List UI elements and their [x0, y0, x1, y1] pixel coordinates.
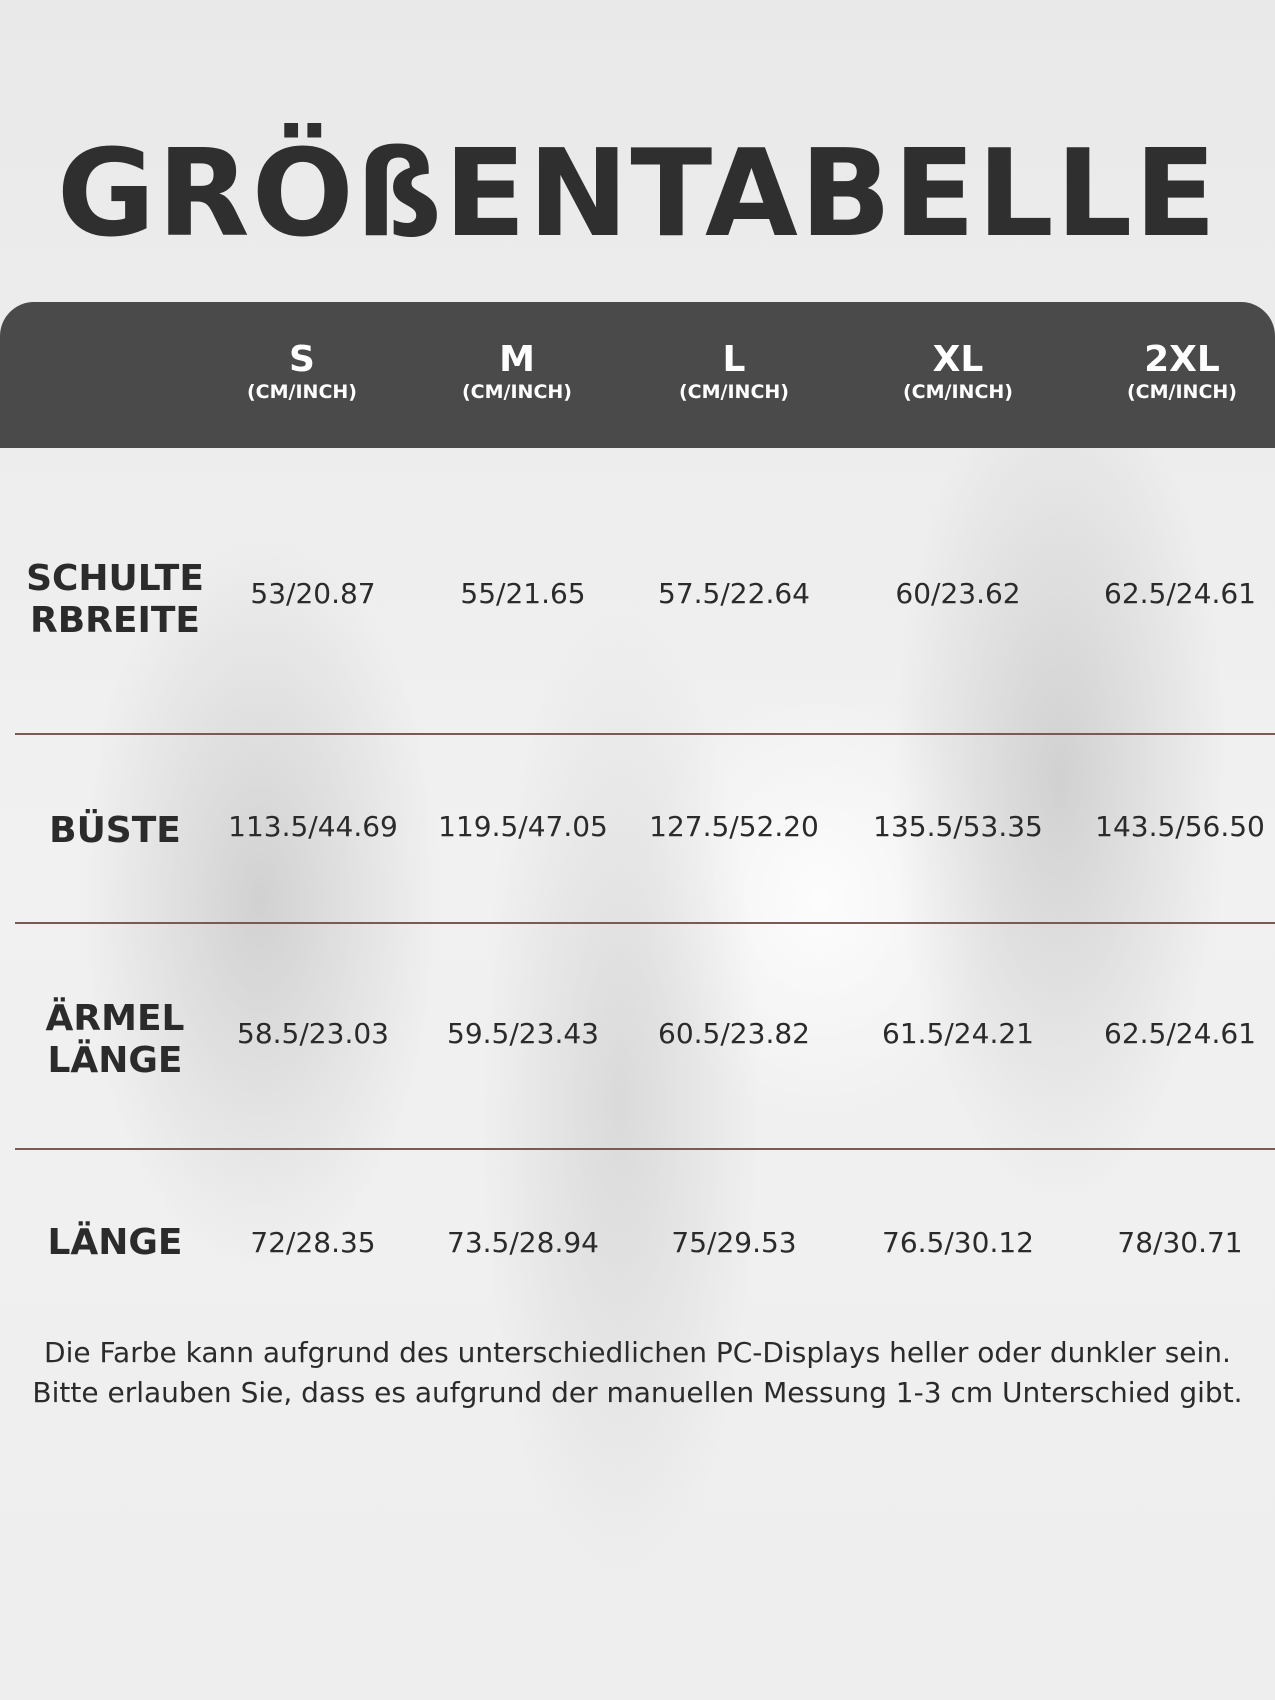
disclaimer-note: Die Farbe kann aufgrund des unterschiedl… [0, 1333, 1275, 1413]
row-divider [15, 922, 1275, 924]
table-cell: 60.5/23.82 [658, 1017, 810, 1050]
row-label-line: RBREITE [29, 600, 200, 641]
table-cell: 75/29.53 [671, 1226, 797, 1259]
row-label-length: LÄNGE [20, 1222, 210, 1264]
size-name: M [499, 339, 535, 380]
table-cell: 57.5/22.64 [658, 577, 810, 610]
size-header-l: L (CM/INCH) [634, 340, 834, 404]
size-header-bar [0, 302, 1275, 448]
size-unit: (CM/INCH) [679, 381, 789, 403]
table-cell: 61.5/24.21 [882, 1017, 1034, 1050]
size-header-xl: XL (CM/INCH) [858, 340, 1058, 404]
note-line: Bitte erlauben Sie, dass es aufgrund der… [32, 1376, 1243, 1409]
row-divider [15, 1148, 1275, 1150]
size-unit: (CM/INCH) [462, 381, 572, 403]
size-header-s: S (CM/INCH) [202, 340, 402, 404]
size-unit: (CM/INCH) [247, 381, 357, 403]
table-cell: 78/30.71 [1117, 1226, 1243, 1259]
row-label-line: LÄNGE [47, 1040, 183, 1081]
page-title: GRÖßENTABELLE [56, 125, 1219, 264]
table-cell: 55/21.65 [460, 577, 586, 610]
table-cell: 76.5/30.12 [882, 1226, 1034, 1259]
row-label-line: LÄNGE [47, 1222, 183, 1263]
size-header-2xl: 2XL (CM/INCH) [1082, 340, 1275, 404]
note-line: Die Farbe kann aufgrund des unterschiedl… [44, 1336, 1231, 1369]
table-cell: 119.5/47.05 [438, 810, 608, 843]
table-cell: 53/20.87 [250, 577, 376, 610]
table-cell: 127.5/52.20 [649, 810, 819, 843]
table-cell: 58.5/23.03 [237, 1017, 389, 1050]
table-cell: 143.5/56.50 [1095, 810, 1265, 843]
table-cell: 72/28.35 [250, 1226, 376, 1259]
row-label-line: SCHULTE [26, 558, 204, 599]
table-cell: 59.5/23.43 [447, 1017, 599, 1050]
row-label-shoulder: SCHULTE RBREITE [20, 558, 210, 642]
size-unit: (CM/INCH) [1127, 381, 1237, 403]
size-unit: (CM/INCH) [903, 381, 1013, 403]
size-name: 2XL [1144, 339, 1220, 380]
size-header-m: M (CM/INCH) [417, 340, 617, 404]
row-label-line: BÜSTE [49, 810, 181, 851]
row-label-line: ÄRMEL [45, 998, 185, 1039]
table-cell: 62.5/24.61 [1104, 577, 1256, 610]
table-cell: 62.5/24.61 [1104, 1017, 1256, 1050]
table-cell: 135.5/53.35 [873, 810, 1043, 843]
table-cell: 60/23.62 [895, 577, 1021, 610]
size-name: L [722, 339, 746, 380]
row-label-sleeve: ÄRMEL LÄNGE [20, 998, 210, 1082]
size-name: S [289, 339, 315, 380]
size-name: XL [932, 339, 984, 380]
table-cell: 113.5/44.69 [228, 810, 398, 843]
row-label-bust: BÜSTE [20, 810, 210, 852]
table-cell: 73.5/28.94 [447, 1226, 599, 1259]
row-divider [15, 733, 1275, 735]
